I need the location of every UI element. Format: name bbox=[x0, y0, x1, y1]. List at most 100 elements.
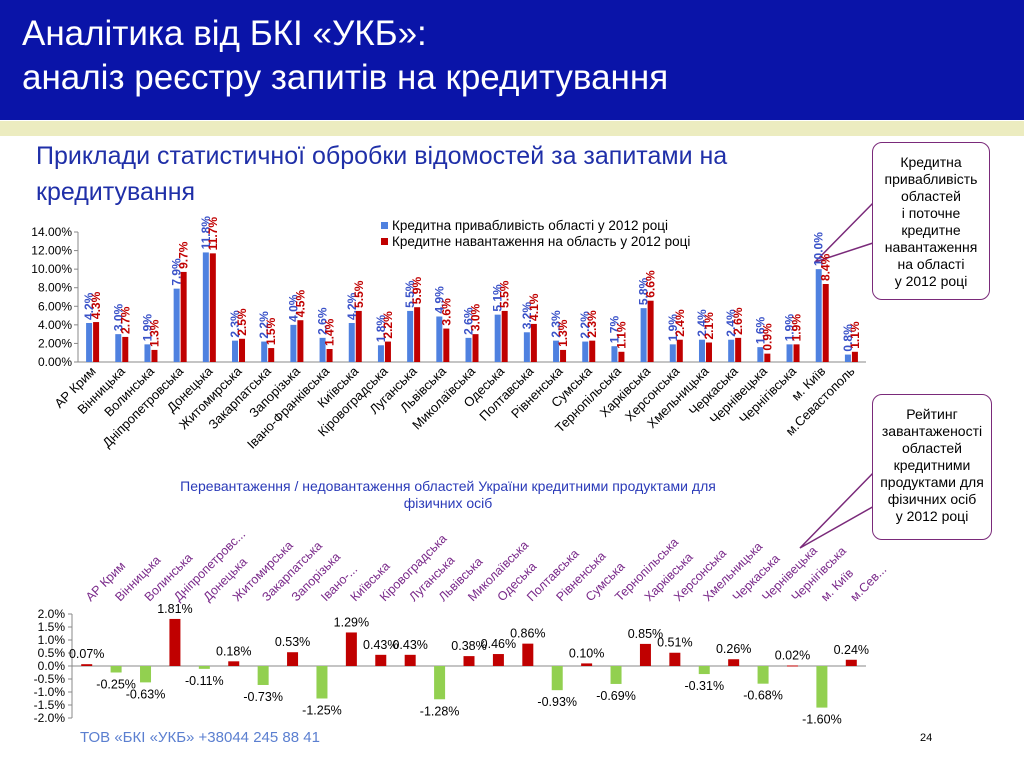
chart1-data-label: 2.6% bbox=[316, 307, 330, 335]
chart1-bar bbox=[239, 338, 246, 362]
chart2-bar bbox=[728, 659, 740, 666]
chart1-data-label: 2.7% bbox=[118, 306, 132, 334]
chart1-bar bbox=[728, 339, 735, 362]
chart2-data-label: -1.60% bbox=[802, 713, 842, 727]
chart1-bar bbox=[202, 252, 209, 362]
chart2-data-label: -0.68% bbox=[743, 689, 783, 703]
chart2-data-label: -1.28% bbox=[420, 704, 460, 718]
chart2-bar bbox=[522, 643, 534, 666]
chart1-data-label: 6.6% bbox=[644, 270, 658, 298]
chart2-data-label: 0.02% bbox=[775, 648, 810, 662]
chart1-y-tick-label: 4.00% bbox=[38, 318, 72, 332]
chart1-data-label: 5.1% bbox=[491, 284, 505, 312]
chart2-bar bbox=[228, 661, 240, 666]
chart1-bar bbox=[851, 351, 858, 362]
chart2-bar bbox=[757, 666, 769, 684]
chart1-data-label: 1.9% bbox=[790, 314, 804, 342]
chart2-data-label: 0.24% bbox=[834, 643, 869, 657]
chart1-bar bbox=[465, 337, 472, 362]
chart2-bars bbox=[81, 618, 857, 708]
chart2-bar bbox=[845, 659, 857, 666]
chart1-data-label: 2.2% bbox=[381, 311, 395, 339]
chart1-data-label: 2.2% bbox=[578, 311, 592, 339]
chart2-y-tick-label: 2.0% bbox=[38, 607, 66, 621]
chart1-data-label: 5.5% bbox=[403, 280, 417, 308]
chart1-data-label: 5.8% bbox=[637, 277, 651, 305]
chart1-data-labels: 4.2%4.3% 3.0%2.7% 1.9%1.3%7.9%9.7%11.8%11.… bbox=[82, 216, 862, 352]
chart2-data-labels: 0.07% -0.25%-0.63% 1.81% -0.11% 0.18% -0.73% 0… bbox=[69, 602, 869, 727]
chart1-data-label: 0.9% bbox=[760, 323, 774, 351]
chart1-data-label: 3.0% bbox=[111, 303, 125, 331]
chart1-bar bbox=[618, 351, 625, 362]
chart1-data-label: 1.1% bbox=[614, 321, 628, 349]
chart2-data-label: 0.85% bbox=[628, 627, 663, 641]
chart2-bar bbox=[375, 654, 387, 666]
chart2-bar bbox=[257, 666, 269, 685]
chart1-bar bbox=[589, 340, 596, 362]
chart1-bar bbox=[355, 310, 362, 362]
chart2-data-label: 0.07% bbox=[69, 647, 104, 661]
slide-subtitle: Приклади статистичної обробки відомостей… bbox=[36, 142, 728, 206]
chart1-bar bbox=[180, 271, 187, 362]
chart2-bar bbox=[816, 666, 828, 708]
chart1-legend-swatch bbox=[381, 238, 388, 245]
chart1-data-label: 5.5% bbox=[352, 280, 366, 308]
chart2-bar bbox=[81, 664, 93, 666]
chart1-bar bbox=[443, 328, 450, 362]
chart1-bar bbox=[698, 339, 705, 362]
chart1-bar bbox=[122, 336, 129, 362]
chart2-data-label: 0.26% bbox=[716, 642, 751, 656]
chart1-bar bbox=[384, 341, 391, 362]
chart1-data-label: 1.8% bbox=[374, 315, 388, 343]
chart1-data-label: 5.9% bbox=[410, 277, 424, 305]
chart2-bar bbox=[669, 652, 681, 666]
chart2-bar bbox=[786, 665, 798, 667]
chart2-data-label: 0.10% bbox=[569, 646, 604, 660]
chart2-data-label: -0.11% bbox=[185, 674, 224, 688]
chart2-data-label: -0.31% bbox=[684, 679, 724, 693]
footer-company: ТОВ «БКІ «УКБ» +38044 245 88 41 bbox=[80, 729, 320, 746]
chart1-y-tick-label: 12.00% bbox=[31, 244, 72, 258]
chart2-bar bbox=[434, 666, 446, 700]
chart1-bar bbox=[173, 288, 180, 362]
chart1-data-label: 2.3% bbox=[585, 310, 599, 338]
chart2-data-label: 0.38% bbox=[451, 639, 486, 653]
chart1-data-label: 9.7% bbox=[177, 241, 191, 269]
chart1-bar bbox=[757, 347, 764, 362]
chart1-data-label: 1.6% bbox=[753, 316, 767, 344]
chart1-data-label: 1.9% bbox=[140, 314, 154, 342]
chart1-data-label: 3.6% bbox=[439, 298, 453, 326]
chart1-data-label: 4.2% bbox=[82, 292, 96, 320]
chart1-bar bbox=[86, 323, 93, 362]
chart1-data-label: 11.7% bbox=[206, 217, 220, 251]
chart1-bar bbox=[844, 354, 851, 362]
chart1-bar bbox=[676, 339, 683, 362]
chart2-bar bbox=[110, 666, 122, 673]
chart1-data-label: 10.0% bbox=[812, 232, 826, 266]
chart1-data-label: 2.4% bbox=[673, 309, 687, 337]
chart1-bar bbox=[669, 344, 676, 362]
chart2-data-label: -0.63% bbox=[126, 687, 166, 701]
chart2-bar bbox=[287, 652, 299, 666]
chart1-data-label: 1.9% bbox=[783, 314, 797, 342]
chart1-bar bbox=[290, 324, 297, 362]
chart1-bar bbox=[494, 314, 501, 362]
chart1-data-label: 2.3% bbox=[549, 310, 563, 338]
chart2-y-tick-label: -1.0% bbox=[34, 685, 66, 699]
chart1-bar bbox=[815, 269, 822, 362]
chart2-category-label: м.Сев... bbox=[848, 562, 890, 604]
chart2-y-tick-label: -1.5% bbox=[34, 698, 66, 712]
chart1-bar bbox=[261, 341, 268, 362]
chart2-bar bbox=[698, 666, 710, 675]
chart1-data-label: 2.1% bbox=[702, 312, 716, 340]
chart1-bar bbox=[611, 346, 618, 362]
chart1-data-label: 1.7% bbox=[607, 316, 621, 344]
chart1-bar bbox=[151, 349, 158, 362]
chart1-legend: Кредитна привабливість області у 2012 ро… bbox=[381, 218, 690, 249]
chart1-bar bbox=[414, 307, 421, 362]
chart2-data-label: 0.46% bbox=[481, 637, 516, 651]
chart1-legend-swatch bbox=[381, 222, 388, 229]
chart1-data-label: 2.2% bbox=[257, 311, 271, 339]
chart1-bar bbox=[501, 310, 508, 362]
